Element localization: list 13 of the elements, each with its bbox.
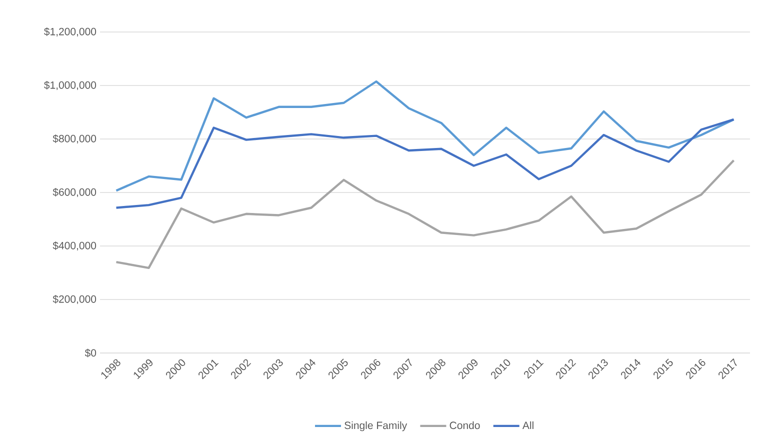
y-tick-label: $600,000 bbox=[52, 188, 96, 198]
legend-label: Single Family bbox=[344, 421, 408, 432]
legend-label: Condo bbox=[450, 421, 480, 430]
y-tick-label: $1,000,000 bbox=[44, 80, 96, 90]
y-tick-label: $0 bbox=[84, 348, 96, 358]
y-tick-label: $1,200,000 bbox=[44, 27, 96, 37]
line-series bbox=[115, 118, 735, 209]
y-tick-label: $800,000 bbox=[52, 134, 96, 144]
legend-label: All bbox=[522, 421, 534, 429]
y-tick-label: $400,000 bbox=[52, 241, 96, 251]
line-series bbox=[115, 159, 735, 270]
line-series bbox=[115, 80, 735, 192]
y-tick-label: $200,000 bbox=[52, 294, 96, 304]
